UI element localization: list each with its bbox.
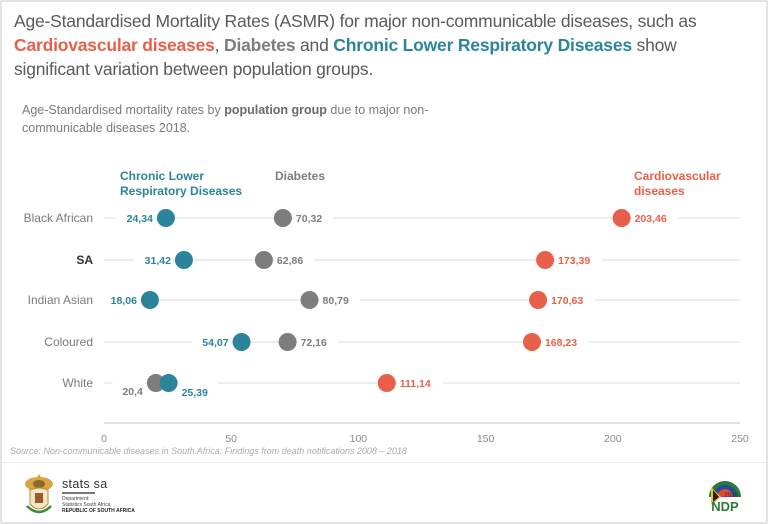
dot-plot-chart: 0 50 100 150 200 250 Black African SA Indian Asi… xyxy=(24,169,749,445)
legend-label: Respiratory Diseases xyxy=(120,184,242,198)
data-label: 70,32 xyxy=(296,213,322,225)
x-tick-label: 200 xyxy=(604,433,622,445)
subtitle-text: Age-Standardised mortality rates by xyxy=(22,103,225,117)
category-label: SA xyxy=(76,253,93,267)
data-point[interactable] xyxy=(159,374,178,392)
data-point[interactable] xyxy=(254,251,273,269)
data-label-bg xyxy=(397,376,444,390)
data-label: 20,4 xyxy=(122,386,143,398)
data-label: 80,79 xyxy=(323,295,349,307)
dept-line-2: Statistics South Africa xyxy=(62,502,111,508)
data-point[interactable] xyxy=(278,333,297,351)
data-label-bg xyxy=(274,253,314,267)
data-point[interactable] xyxy=(522,333,541,351)
data-point[interactable] xyxy=(300,291,319,309)
x-tick-label: 150 xyxy=(477,433,495,445)
dept-line-1: Department: xyxy=(62,496,90,502)
subtitle-text-end: due to major non-communicable diseases 2… xyxy=(22,103,429,135)
category-label: Indian Asian xyxy=(28,293,93,307)
data-label-bg xyxy=(298,335,338,349)
data-point[interactable] xyxy=(529,291,548,309)
ndp-label: NDP xyxy=(711,499,739,514)
chart-subtitle: Age-Standardised mortality rates by popu… xyxy=(22,101,442,137)
headline-and: and xyxy=(295,35,334,55)
category-label: Black African xyxy=(24,211,93,225)
data-label: 173,39 xyxy=(558,255,590,267)
data-point[interactable] xyxy=(174,251,193,269)
category-label: White xyxy=(62,376,93,390)
data-label: 203,46 xyxy=(635,213,667,225)
data-label-bg xyxy=(191,335,231,349)
data-point[interactable] xyxy=(146,374,165,392)
data-label: 31,42 xyxy=(145,255,171,267)
headline-clrd: Chronic Lower Respiratory Diseases xyxy=(333,35,632,55)
x-tick-label: 100 xyxy=(350,433,368,445)
data-label-bg xyxy=(632,211,679,225)
subtitle-bold: population group xyxy=(224,103,327,117)
data-point[interactable] xyxy=(156,209,175,227)
org-name: stats sa xyxy=(62,477,108,491)
dept-line-3: REPUBLIC OF SOUTH AFRICA xyxy=(62,508,135,514)
data-label-bg xyxy=(112,376,145,390)
data-point[interactable] xyxy=(536,251,555,269)
data-label-bg xyxy=(556,253,602,267)
footer xyxy=(2,462,766,521)
org-divider xyxy=(62,492,95,494)
x-tick-label: 250 xyxy=(731,433,749,445)
legend-label: diseases xyxy=(634,184,685,198)
data-label: 24,34 xyxy=(127,213,153,225)
source-note: Source: Non-communicable diseases in Sou… xyxy=(10,446,407,456)
headline-cvd: Cardiovascular diseases xyxy=(14,35,215,55)
data-label: 18,06 xyxy=(111,295,137,307)
data-label-bg xyxy=(179,376,219,390)
ndp-2030-logo: 2030 NDP xyxy=(709,481,741,514)
category-label: Coloured xyxy=(44,335,93,349)
coat-of-arms-icon xyxy=(25,474,53,514)
data-label: 54,07 xyxy=(202,337,228,349)
data-label: 72,16 xyxy=(301,337,327,349)
data-label-bg xyxy=(320,293,360,307)
data-label-bg xyxy=(293,211,333,225)
legend-label: Cardiovascular xyxy=(634,169,721,183)
headline-diabetes: Diabetes xyxy=(224,35,296,55)
data-label-bg xyxy=(549,293,595,307)
data-label-bg xyxy=(115,211,155,225)
data-label-bg xyxy=(133,253,173,267)
headline-text-end: show significant variation between popul… xyxy=(14,35,677,79)
headline-sep: , xyxy=(214,35,224,55)
data-label: 25,39 xyxy=(182,387,208,399)
data-point[interactable] xyxy=(377,374,396,392)
data-point[interactable] xyxy=(612,209,631,227)
data-label: 111,14 xyxy=(400,378,431,390)
data-label: 170,63 xyxy=(551,295,583,307)
x-tick-label: 0 xyxy=(101,433,107,445)
data-label-bg xyxy=(99,293,139,307)
data-point[interactable] xyxy=(232,333,251,351)
data-label: 168,23 xyxy=(545,337,577,349)
data-point[interactable] xyxy=(273,209,292,227)
department-text: Department: Statistics South Africa REPU… xyxy=(62,496,135,514)
x-tick-label: 50 xyxy=(225,433,237,445)
headline: Age-Standardised Mortality Rates (ASMR) … xyxy=(14,9,754,81)
data-label-bg xyxy=(542,335,589,349)
ndp-year: 2030 xyxy=(724,493,738,499)
data-label: 62,86 xyxy=(277,255,303,267)
legend-label: Diabetes xyxy=(275,169,325,183)
headline-text: Age-Standardised Mortality Rates (ASMR) … xyxy=(14,11,697,31)
data-point[interactable] xyxy=(140,291,159,309)
legend-label: Chronic Lower xyxy=(120,169,204,183)
